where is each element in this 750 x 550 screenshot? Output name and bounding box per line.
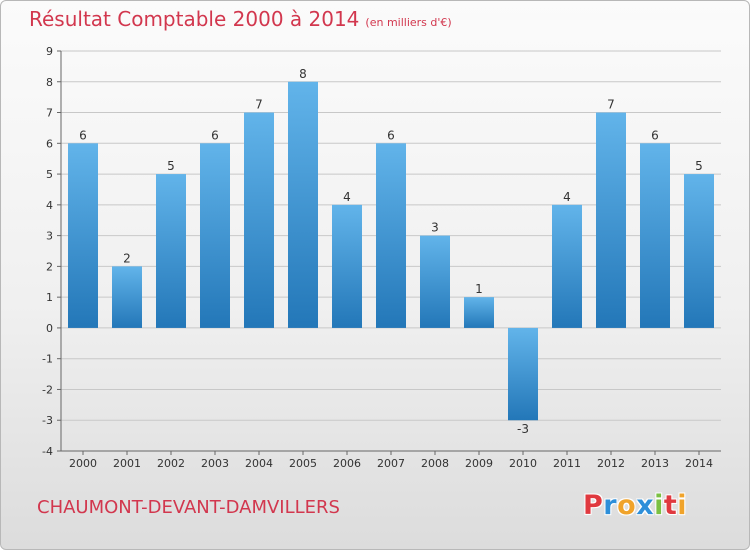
data-label: 6 xyxy=(211,128,219,142)
y-tick-label: 6 xyxy=(46,137,53,150)
bar xyxy=(552,204,582,328)
y-tick-label: 0 xyxy=(46,322,53,335)
logo-letter: o xyxy=(617,490,637,521)
x-tick-label: 2014 xyxy=(685,457,713,470)
x-tick-label: 2012 xyxy=(597,457,625,470)
x-tick-label: 2003 xyxy=(201,457,229,470)
y-tick-label: 3 xyxy=(46,230,53,243)
bar xyxy=(376,143,406,328)
data-label: -3 xyxy=(517,422,529,436)
logo-letter: i xyxy=(677,490,688,521)
x-tick-label: 2008 xyxy=(421,457,449,470)
bar xyxy=(332,204,362,328)
data-label: 2 xyxy=(123,251,131,265)
y-tick-label: 9 xyxy=(46,45,53,58)
x-tick-label: 2000 xyxy=(69,457,97,470)
bar xyxy=(508,327,538,421)
x-tick-label: 2002 xyxy=(157,457,185,470)
logo-letter: P xyxy=(583,490,604,521)
y-tick-label: 1 xyxy=(46,291,53,304)
bar xyxy=(68,143,98,328)
y-tick-label: -4 xyxy=(42,445,53,458)
chart-title-text: Résultat Comptable 2000 à 2014 xyxy=(29,7,360,31)
logo-letter: x xyxy=(636,490,655,521)
data-label: 4 xyxy=(563,190,571,204)
x-tick-label: 2004 xyxy=(245,457,273,470)
data-label: 3 xyxy=(431,221,439,235)
logo-letter: i xyxy=(654,490,664,521)
logo-letter: t xyxy=(663,490,678,521)
data-label: 6 xyxy=(387,128,395,142)
x-tick-label: 2010 xyxy=(509,457,537,470)
bar xyxy=(288,81,318,328)
data-label: 6 xyxy=(79,128,87,142)
chart-title: Résultat Comptable 2000 à 2014 (en millie… xyxy=(29,7,452,31)
y-tick-label: 5 xyxy=(46,168,53,181)
bar xyxy=(112,266,142,328)
data-label: 6 xyxy=(651,128,659,142)
bar xyxy=(640,143,670,328)
x-tick-label: 2011 xyxy=(553,457,581,470)
y-tick-label: -2 xyxy=(42,383,53,396)
proxiti-logo: Proxiti xyxy=(583,490,687,521)
commune-name: CHAUMONT-DEVANT-DAMVILLERS xyxy=(37,497,340,518)
bar xyxy=(156,174,186,328)
data-label: 1 xyxy=(475,282,483,296)
bar xyxy=(596,112,626,328)
x-tick-label: 2005 xyxy=(289,457,317,470)
logo-letter: r xyxy=(603,490,618,521)
y-tick-label: -3 xyxy=(42,414,53,427)
data-label: 7 xyxy=(607,98,615,112)
y-tick-label: 4 xyxy=(46,199,53,212)
x-tick-label: 2013 xyxy=(641,457,669,470)
x-tick-label: 2006 xyxy=(333,457,361,470)
y-tick-label: 7 xyxy=(46,107,53,120)
bar xyxy=(244,112,274,328)
data-label: 8 xyxy=(299,67,307,81)
x-tick-label: 2009 xyxy=(465,457,493,470)
data-label: 7 xyxy=(255,98,263,112)
bar xyxy=(200,143,230,328)
x-tick-label: 2007 xyxy=(377,457,405,470)
bar xyxy=(464,297,494,328)
data-label: 5 xyxy=(695,159,703,173)
y-tick-label: -1 xyxy=(42,353,53,366)
data-label: 5 xyxy=(167,159,175,173)
y-tick-label: 8 xyxy=(46,76,53,89)
x-tick-label: 2001 xyxy=(113,457,141,470)
chart-unit: (en milliers d'€) xyxy=(365,16,452,29)
y-tick-label: 2 xyxy=(46,260,53,273)
bar xyxy=(684,174,714,328)
bar xyxy=(420,235,450,328)
data-label: 4 xyxy=(343,190,351,204)
